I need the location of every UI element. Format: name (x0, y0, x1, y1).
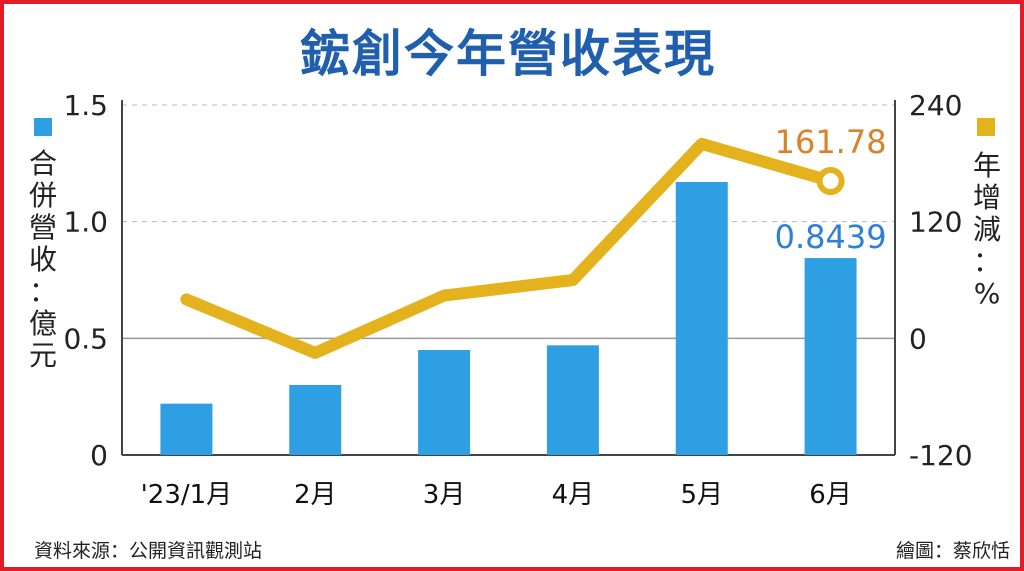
axis-label-char: 增 (972, 181, 1001, 214)
axis-label-char: 合 (28, 147, 57, 180)
source-note: 資料來源：公開資訊觀測站 (34, 540, 263, 562)
line-end-point (816, 167, 845, 196)
line-legend-swatch (977, 118, 995, 136)
growth-line (180, 137, 837, 359)
axis-label-char: 億 (28, 307, 57, 340)
category-label: '23/1月 (141, 480, 233, 510)
left-tick-label: 1.0 (63, 206, 108, 239)
right-tick-label: -120 (909, 439, 973, 472)
axis-label-char: 減 (972, 213, 1001, 246)
bar (289, 385, 342, 455)
bar (675, 182, 728, 455)
bar-legend-swatch (34, 118, 52, 136)
category-label: 4月 (552, 480, 595, 510)
axis-label-char: 營 (28, 211, 57, 244)
bar-data-label: 0.8439 (775, 218, 887, 256)
axis-label-char: 年 (972, 149, 1001, 182)
category-label: 5月 (680, 480, 723, 510)
left-tick-label: 0 (90, 439, 108, 472)
axis-label-char: 收 (28, 243, 57, 276)
bar (418, 350, 471, 455)
axis-label-char: ： (972, 245, 1001, 278)
right-tick-label: 120 (909, 206, 962, 239)
axis-label-char: ： (28, 275, 57, 308)
axis-label-char: 元 (28, 339, 57, 372)
right-axis-label: 年增減：% (972, 150, 1002, 310)
left-tick-label: 1.5 (63, 89, 108, 122)
axis-label-char: % (973, 277, 1001, 310)
credit-note: 繪圖：蔡欣恬 (895, 540, 1010, 562)
right-tick-label: 0 (909, 322, 927, 355)
right-tick-label: 240 (909, 89, 962, 122)
left-axis-label: 合併營收：億元 (28, 148, 58, 372)
left-tick-label: 0.5 (63, 322, 108, 355)
category-label: 2月 (294, 480, 337, 510)
bar (804, 258, 857, 455)
line-data-label: 161.78 (775, 123, 887, 161)
bar (546, 345, 599, 455)
category-label: 3月 (423, 480, 466, 510)
bar (160, 403, 213, 455)
chart-title: 鋐創今年營收表現 (300, 25, 716, 83)
axis-label-char: 併 (28, 179, 57, 212)
category-label: 6月 (809, 480, 852, 510)
